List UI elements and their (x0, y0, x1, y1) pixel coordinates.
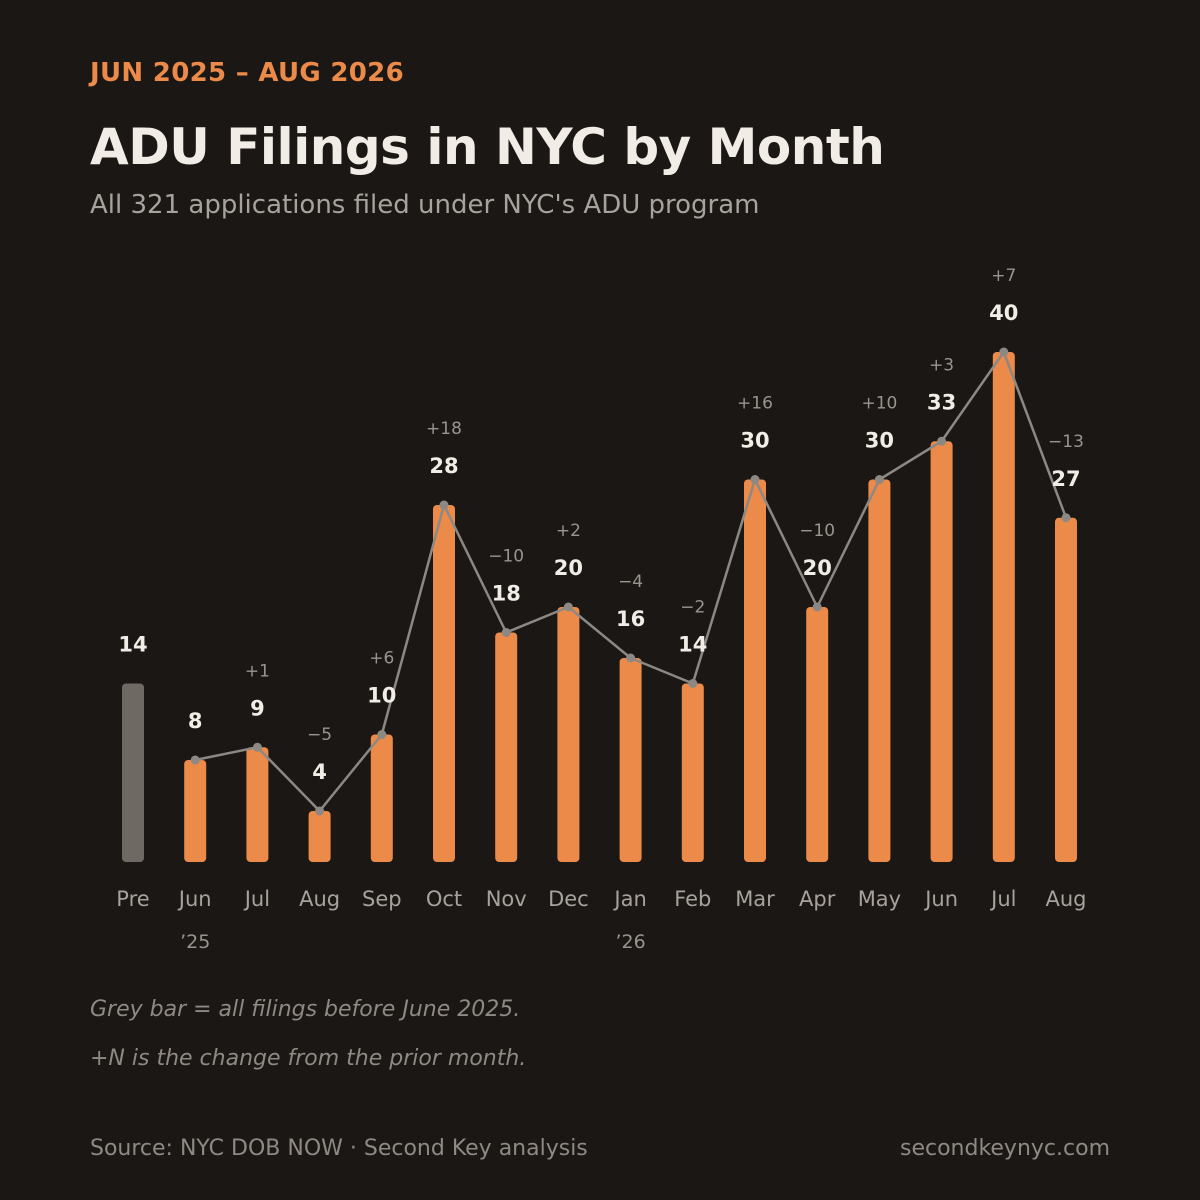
bar-apr-11 (806, 607, 829, 862)
value-label: 14 (118, 633, 147, 657)
year-label: ’25 (180, 931, 210, 953)
change-label: −5 (307, 725, 332, 745)
bar-jun-1 (184, 760, 207, 862)
change-label: −4 (618, 572, 643, 592)
x-tick-label: Nov (486, 887, 527, 911)
value-label: 18 (492, 582, 521, 606)
bar-jul-2 (246, 747, 269, 862)
value-label: 4 (312, 760, 327, 784)
value-label: 20 (554, 556, 583, 580)
bar-dec-7 (557, 607, 580, 862)
x-tick-label: Pre (116, 887, 149, 911)
trend-point-10 (750, 475, 760, 484)
x-tick-label: Sep (362, 887, 402, 911)
x-tick-label: Jun (923, 887, 958, 911)
value-label: 20 (803, 556, 832, 580)
change-label: +3 (929, 355, 954, 375)
bar-jul-14 (992, 352, 1015, 862)
trend-point-12 (874, 475, 884, 484)
change-label: +2 (556, 521, 581, 541)
date-range: JUN 2025 – AUG 2026 (90, 58, 404, 88)
bar-jan-8 (619, 658, 642, 862)
trend-point-11 (812, 602, 822, 612)
value-label: 8 (188, 709, 203, 733)
x-tick-label: May (858, 887, 901, 911)
value-label: 28 (429, 454, 458, 478)
x-tick-label: Feb (674, 887, 711, 911)
trend-point-13 (937, 436, 947, 446)
chart-subtitle: All 321 applications filed under NYC's A… (90, 190, 760, 220)
x-tick-label: Jun (177, 887, 212, 911)
trend-point-1 (190, 755, 200, 765)
x-tick-label: Jul (989, 887, 1016, 911)
site-url: secondkeynyc.com (899, 1136, 1110, 1161)
x-tick-label: Apr (799, 887, 836, 911)
x-tick-label: Aug (299, 887, 340, 911)
x-tick-label: Jul (243, 887, 270, 911)
bar-nov-6 (495, 632, 518, 862)
trend-point-2 (252, 742, 262, 752)
value-label: 30 (865, 429, 894, 453)
trend-point-9 (688, 679, 698, 688)
bar-aug-15 (1055, 517, 1077, 862)
value-label: 16 (616, 607, 645, 631)
year-label: ’26 (615, 931, 645, 953)
trend-point-8 (626, 653, 636, 663)
x-tick-label: Dec (548, 887, 589, 911)
trend-point-14 (999, 347, 1009, 357)
change-label: +10 (861, 394, 897, 414)
grey-bar-note: Grey bar = all filings before June 2025. (90, 997, 521, 1022)
trend-point-6 (501, 628, 511, 637)
bar-sep-4 (370, 734, 393, 862)
bar-jun-13 (930, 441, 953, 862)
value-label: 10 (367, 684, 396, 708)
change-label: −2 (680, 598, 705, 618)
bar-mar-10 (744, 479, 766, 862)
change-label: +18 (426, 419, 462, 439)
value-label: 9 (250, 696, 265, 720)
trend-point-15 (1061, 513, 1071, 523)
change-label: +7 (991, 266, 1016, 286)
change-label: +1 (245, 661, 270, 681)
bar-line-chart: 14 8 9 +1 4 −5 10 +6 28 +18 18 −10 20 +2 16 −4 14 −2 30 +16… (116, 266, 1086, 953)
value-label: 14 (678, 633, 707, 657)
trend-point-4 (377, 730, 387, 739)
bar-oct-5 (433, 505, 455, 862)
bar-may-12 (868, 479, 891, 862)
value-label: 40 (989, 301, 1018, 325)
x-tick-label: Mar (735, 887, 775, 911)
change-label: −10 (488, 547, 524, 567)
change-note: +N is the change from the prior month. (90, 1046, 527, 1071)
chart-title: ADU Filings in NYC by Month (90, 118, 885, 176)
change-label: +6 (369, 649, 394, 669)
change-label: +16 (737, 394, 773, 414)
value-label: 27 (1051, 467, 1080, 491)
source-note: Source: NYC DOB NOW · Second Key analysi… (90, 1136, 588, 1161)
trend-point-5 (439, 500, 449, 510)
value-label: 33 (927, 390, 956, 414)
change-label: −13 (1048, 432, 1084, 452)
bar-pre (122, 683, 144, 862)
bar-feb-9 (681, 683, 704, 862)
trend-point-3 (315, 806, 325, 816)
x-tick-label: Aug (1045, 887, 1086, 911)
trend-point-7 (563, 602, 573, 612)
x-tick-label: Jan (612, 887, 646, 911)
value-label: 30 (740, 429, 769, 453)
change-label: −10 (799, 521, 835, 541)
x-tick-label: Oct (426, 887, 462, 911)
bar-aug-3 (308, 811, 331, 862)
